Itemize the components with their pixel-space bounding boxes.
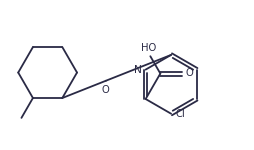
- Text: Cl: Cl: [175, 109, 185, 119]
- Text: HO: HO: [141, 43, 156, 53]
- Text: O: O: [186, 68, 194, 78]
- Text: O: O: [102, 85, 110, 95]
- Text: N: N: [134, 65, 142, 75]
